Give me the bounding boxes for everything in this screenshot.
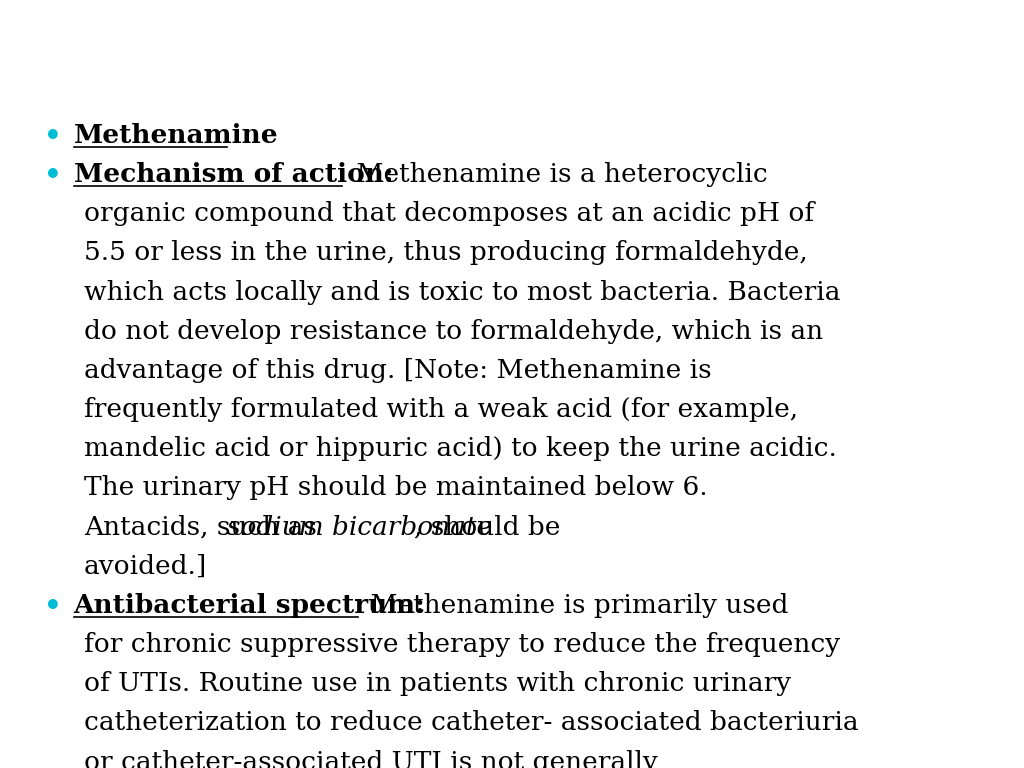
Text: which acts locally and is toxic to most bacteria. Bacteria: which acts locally and is toxic to most …: [84, 280, 841, 305]
Text: •: •: [44, 593, 62, 620]
Text: Antibacterial spectrum:: Antibacterial spectrum:: [74, 593, 426, 618]
Text: organic compound that decomposes at an acidic pH of: organic compound that decomposes at an a…: [84, 201, 814, 227]
Text: catheterization to reduce catheter- associated bacteriuria: catheterization to reduce catheter- asso…: [84, 710, 858, 736]
Text: avoided.]: avoided.]: [84, 554, 207, 579]
Text: mandelic acid or hippuric acid) to keep the urine acidic.: mandelic acid or hippuric acid) to keep …: [84, 436, 837, 462]
Text: or catheter-associated UTI is not generally: or catheter-associated UTI is not genera…: [84, 750, 657, 768]
Text: The urinary pH should be maintained below 6.: The urinary pH should be maintained belo…: [84, 475, 708, 501]
Text: Mechanism of action:: Mechanism of action:: [74, 162, 393, 187]
Text: Methenamine is primarily used: Methenamine is primarily used: [362, 593, 788, 618]
Text: Methenamine: Methenamine: [74, 123, 279, 148]
Text: advantage of this drug. [Note: Methenamine is: advantage of this drug. [Note: Methenami…: [84, 358, 712, 383]
Text: Antacids, such as: Antacids, such as: [84, 515, 326, 540]
Text: •: •: [44, 123, 62, 150]
Text: , should be: , should be: [414, 515, 560, 540]
Text: for chronic suppressive therapy to reduce the frequency: for chronic suppressive therapy to reduc…: [84, 632, 840, 657]
Text: Methenamine is a heterocyclic: Methenamine is a heterocyclic: [348, 162, 768, 187]
Text: do not develop resistance to formaldehyde, which is an: do not develop resistance to formaldehyd…: [84, 319, 823, 344]
Text: 5.5 or less in the urine, thus producing formaldehyde,: 5.5 or less in the urine, thus producing…: [84, 240, 808, 266]
Text: •: •: [44, 162, 62, 189]
Text: sodium bicarbonate: sodium bicarbonate: [227, 515, 493, 540]
Text: frequently formulated with a weak acid (for example,: frequently formulated with a weak acid (…: [84, 397, 798, 422]
Text: of UTIs. Routine use in patients with chronic urinary: of UTIs. Routine use in patients with ch…: [84, 671, 792, 697]
